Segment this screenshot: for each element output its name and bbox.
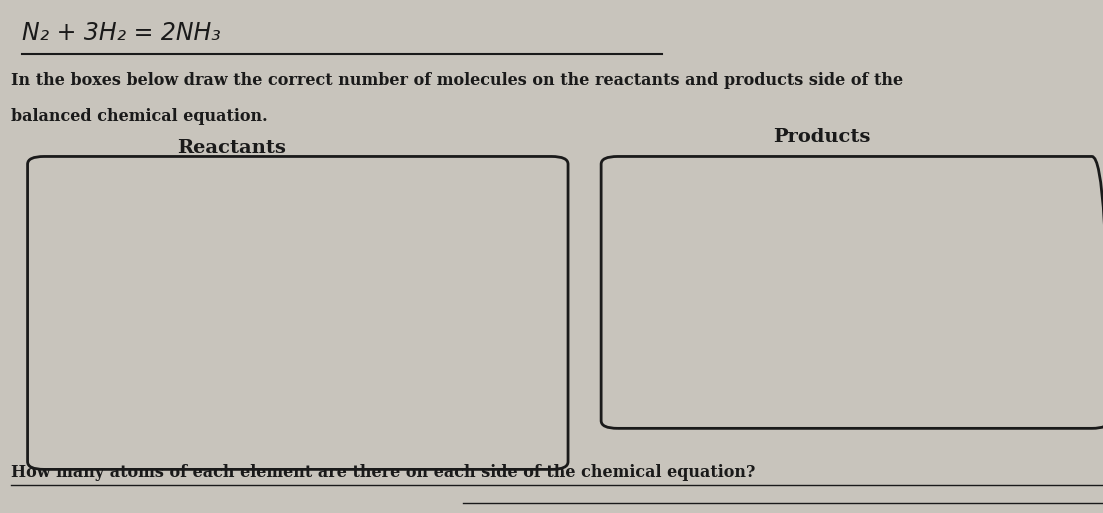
Text: In the boxes below draw the correct number of molecules on the reactants and pro: In the boxes below draw the correct numb…: [11, 72, 903, 89]
Text: N₂ + 3H₂ = 2NH₃: N₂ + 3H₂ = 2NH₃: [22, 21, 221, 45]
Text: How many atoms of each element are there on each side of the chemical equation?: How many atoms of each element are there…: [11, 464, 756, 481]
Text: balanced chemical equation.: balanced chemical equation.: [11, 108, 268, 125]
Text: Products: Products: [773, 128, 870, 146]
Text: Reactants: Reactants: [178, 139, 286, 156]
